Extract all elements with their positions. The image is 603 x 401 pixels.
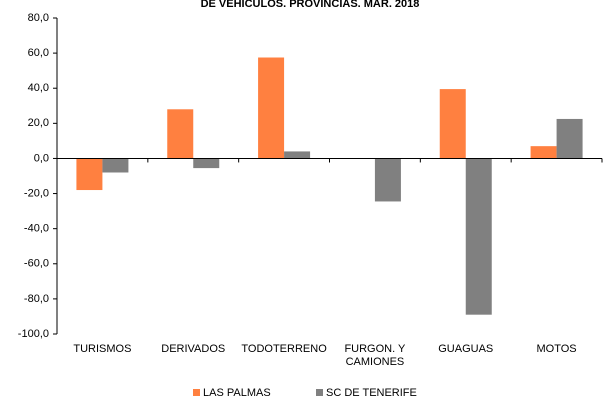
legend-label: SC DE TENERIFE <box>326 387 417 399</box>
bar-las-palmas <box>439 89 466 159</box>
x-tick-label: MOTOS <box>537 343 577 355</box>
x-tick-label: DERIVADOS <box>161 343 225 355</box>
legend: LAS PALMAS SC DE TENERIFE <box>193 387 417 399</box>
y-tick-label: -40,0 <box>24 223 49 235</box>
y-tick-label: 20,0 <box>28 117 49 129</box>
x-tick-label: TODOTERRENO <box>241 343 327 355</box>
bar-las-palmas <box>530 146 557 159</box>
x-tick-label: TURISMOS <box>73 343 131 355</box>
y-tick-label: 0,0 <box>34 152 49 164</box>
chart-title: DE VEHÍCULOS. PROVINCIAS. MAR. 2018 <box>201 0 420 10</box>
bar-sc-de-tenerife <box>193 158 220 169</box>
bar-sc-de-tenerife <box>374 158 401 202</box>
bar-las-palmas <box>258 57 285 159</box>
bar-sc-de-tenerife <box>284 151 311 159</box>
bar-las-palmas <box>167 109 194 159</box>
legend-swatch <box>316 389 323 396</box>
bar-sc-de-tenerife <box>102 158 129 173</box>
x-tick-label: FURGON. Y CAMIONES <box>344 343 406 368</box>
bar-sc-de-tenerife <box>556 118 583 159</box>
bar-sc-de-tenerife <box>465 158 492 315</box>
y-tick-label: -100,0 <box>18 328 49 340</box>
legend-swatch <box>193 389 200 396</box>
x-tick-label: GUAGUAS <box>438 343 493 355</box>
legend-label: LAS PALMAS <box>203 387 271 399</box>
y-tick-label: -60,0 <box>24 258 49 270</box>
y-tick-label: -80,0 <box>24 293 49 305</box>
bar-las-palmas <box>76 158 103 191</box>
y-tick-label: -20,0 <box>24 187 49 199</box>
y-tick-label: 80,0 <box>28 12 49 24</box>
y-tick-label: 60,0 <box>28 47 49 59</box>
y-tick-label: 40,0 <box>28 82 49 94</box>
plot-area: 80,0 60,0 40,0 20,0 0,0 -20,0 -40,0 -60,0 -80,0 -… <box>18 12 603 368</box>
